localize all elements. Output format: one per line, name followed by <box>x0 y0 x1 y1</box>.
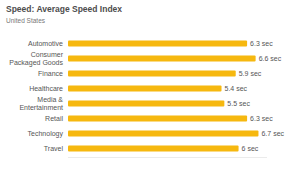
category-label: Finance <box>38 70 63 77</box>
category-label: Automotive <box>28 40 63 47</box>
category-label: Retail <box>45 115 63 122</box>
data-label: 6.7 sec <box>261 130 284 137</box>
category-label: Technology <box>28 130 64 138</box>
bars <box>68 41 258 152</box>
data-label: 5.5 sec <box>227 100 250 107</box>
data-label: 6 sec <box>242 145 259 152</box>
bar <box>68 71 236 77</box>
category-label: Travel <box>44 145 64 152</box>
title: Speed: Average Speed Index <box>6 4 122 14</box>
bar <box>68 86 222 92</box>
bar <box>68 41 247 47</box>
category-label: ConsumerPackaged Goods <box>9 51 63 67</box>
bar <box>68 116 247 122</box>
data-label: 5.4 sec <box>225 85 248 92</box>
category-label: Healthcare <box>29 85 63 92</box>
bar <box>68 56 256 62</box>
data-label: 6.3 sec <box>250 115 273 122</box>
data-label: 6.3 sec <box>250 40 273 47</box>
data-label: 6.6 sec <box>259 55 282 62</box>
bar <box>68 101 224 107</box>
subtitle: United States <box>6 17 46 24</box>
category-label: Media &Entertainment <box>19 96 63 111</box>
chart: Speed: Average Speed Index United States A… <box>0 0 300 176</box>
bar <box>68 131 258 137</box>
data-label: 5.9 sec <box>239 70 262 77</box>
bar <box>68 146 239 152</box>
x-axis-line <box>68 157 267 158</box>
